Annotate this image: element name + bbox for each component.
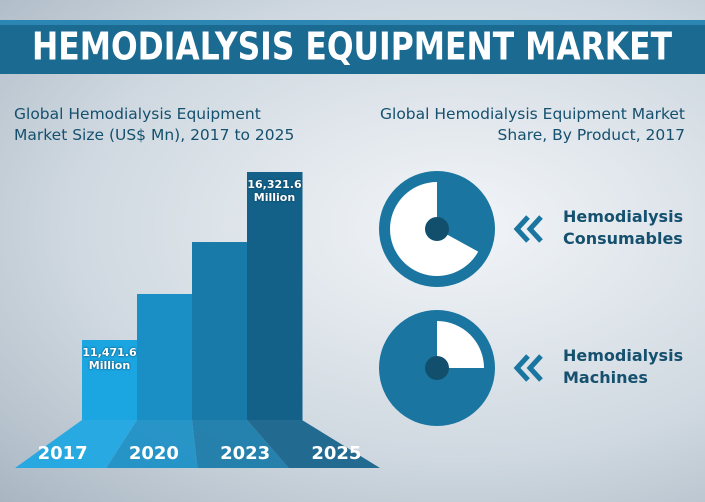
floor-segment (192, 420, 289, 468)
value-label: 16,321.6 Million (247, 178, 302, 204)
pie-slice (437, 321, 484, 368)
donut-center (425, 217, 449, 241)
legend-label: Hemodialysis Machines (563, 346, 684, 387)
chevron (513, 215, 530, 243)
banner-edge (0, 20, 705, 25)
donut-center (425, 356, 449, 380)
x-tick-label: 2023 (220, 443, 270, 464)
title-banner (0, 20, 705, 74)
floor-segment (247, 420, 380, 468)
value-label: 11,471.6 Million (82, 346, 137, 372)
floor-segment (106, 420, 198, 468)
x-tick-label: 2017 (38, 443, 88, 464)
chevron (526, 354, 543, 382)
pie-chart-title: Global Hemodialysis Equipment Market Sha… (380, 105, 685, 144)
bar-chart-title: Global Hemodialysis Equipment Market Siz… (14, 105, 295, 144)
chevron (526, 215, 543, 243)
x-tick-label: 2020 (129, 443, 179, 464)
bar (192, 242, 248, 420)
chevron (513, 354, 530, 382)
main-title: HEMODIALYSIS EQUIPMENT MARKET (32, 25, 672, 69)
bar (82, 340, 138, 420)
bar (247, 172, 303, 420)
legend-label: Hemodialysis Consumables (563, 207, 684, 248)
bar (137, 293, 193, 420)
floor-segment (15, 420, 137, 468)
x-tick-label: 2025 (311, 443, 361, 464)
